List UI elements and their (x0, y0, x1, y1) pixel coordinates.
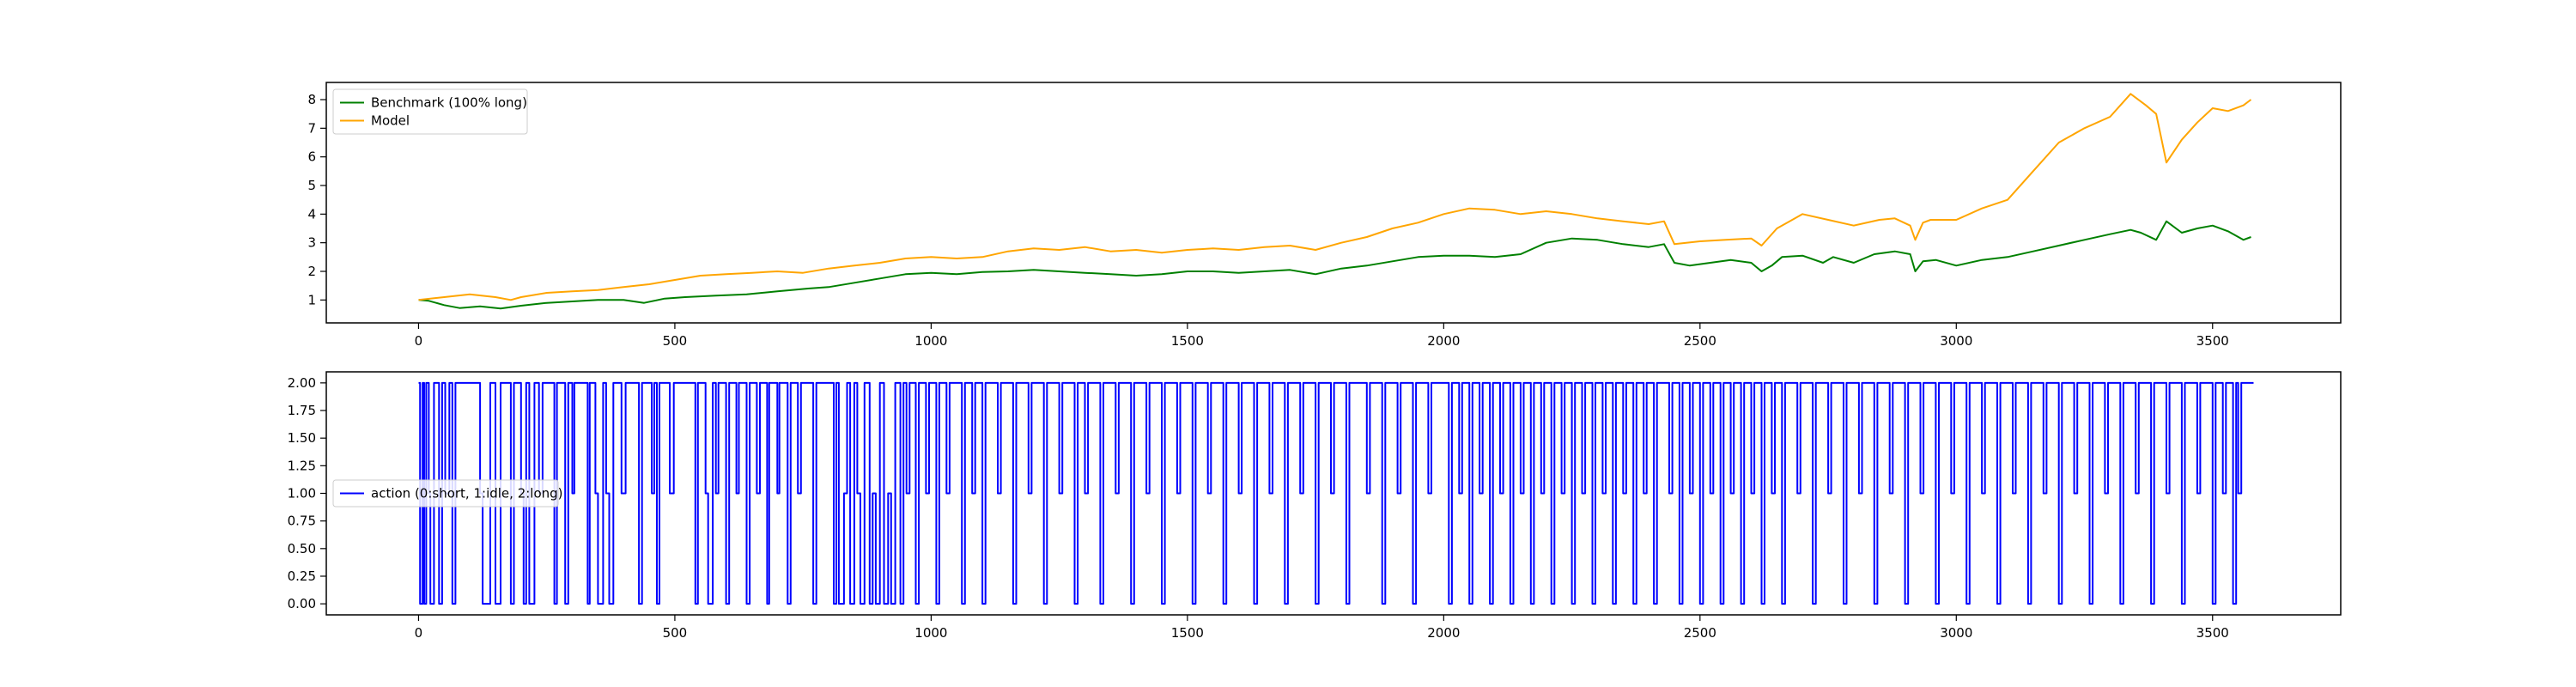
series-line-1 (418, 381, 2254, 605)
x-tick-label: 3000 (1940, 625, 1972, 641)
x-tick-label: 2000 (1427, 333, 1460, 349)
chart-panel-1: 0 500 1000 1500 2000 2500 3000 3500 1 2 3 4 5 6 7 8 Benc… (307, 82, 2342, 349)
y-tick-label: 5 (307, 178, 316, 193)
x-tick-label: 1500 (1171, 625, 1204, 641)
series-line-2 (418, 93, 2252, 301)
y-axis: 0.00 0.25 0.50 0.75 1.00 1.25 1.50 1.75 2.00 (288, 375, 326, 611)
y-tick-label: 3 (307, 235, 316, 251)
x-tick-label: 3500 (2196, 333, 2229, 349)
y-axis: 1 2 3 4 5 6 7 8 (307, 92, 326, 307)
chart-panel-2: 0 500 1000 1500 2000 2500 3000 3500 0.00 0.25 0.50… (288, 371, 2342, 641)
legend-box (332, 479, 559, 508)
x-tick-label: 3000 (1940, 333, 1972, 349)
x-tick-label: 2000 (1427, 625, 1460, 641)
y-tick-label: 1.75 (288, 403, 316, 418)
x-tick-label: 500 (663, 333, 688, 349)
x-tick-label: 2500 (1684, 333, 1716, 349)
series-line-1 (418, 220, 2251, 310)
series-group (418, 381, 2254, 605)
y-tick-label: 4 (307, 206, 316, 222)
y-tick-label: 0.50 (288, 541, 316, 556)
series-group (418, 93, 2252, 310)
x-tick-label: 1500 (1171, 333, 1204, 349)
y-tick-label: 8 (307, 92, 316, 107)
y-tick-label: 0.00 (288, 596, 316, 611)
x-tick-label: 0 (415, 625, 423, 641)
legend: action (0:short, 1:idle, 2:long) (332, 479, 563, 508)
y-tick-label: 7 (307, 120, 316, 136)
x-axis: 0 500 1000 1500 2000 2500 3000 3500 (415, 323, 2229, 349)
y-tick-label: 1 (307, 292, 316, 307)
x-tick-label: 500 (663, 625, 688, 641)
y-tick-label: 1.00 (288, 486, 316, 502)
x-axis: 0 500 1000 1500 2000 2500 3000 3500 (415, 615, 2229, 641)
legend-label: action (0:short, 1:idle, 2:long) (371, 486, 563, 502)
y-tick-label: 1.50 (288, 430, 316, 446)
legend-label: Model (371, 113, 410, 129)
legend: Benchmark (100% long) Model (332, 88, 528, 135)
x-tick-label: 3500 (2196, 625, 2229, 641)
legend-box (332, 88, 528, 135)
chart-panels: 0 500 1000 1500 2000 2500 3000 3500 1 2 3 4 5 6 7 8 Benc… (288, 82, 2342, 641)
axes-frame (325, 82, 2342, 324)
y-tick-label: 0.75 (288, 514, 316, 529)
x-tick-label: 2500 (1684, 625, 1716, 641)
x-tick-label: 1000 (914, 625, 947, 641)
y-tick-label: 1.25 (288, 458, 316, 473)
y-tick-label: 2.00 (288, 375, 316, 391)
x-tick-label: 1000 (914, 333, 947, 349)
y-tick-label: 2 (307, 264, 316, 279)
legend-label: Benchmark (100% long) (371, 95, 527, 111)
x-tick-label: 0 (415, 333, 423, 349)
y-tick-label: 0.25 (288, 568, 316, 584)
y-tick-label: 6 (307, 149, 316, 165)
